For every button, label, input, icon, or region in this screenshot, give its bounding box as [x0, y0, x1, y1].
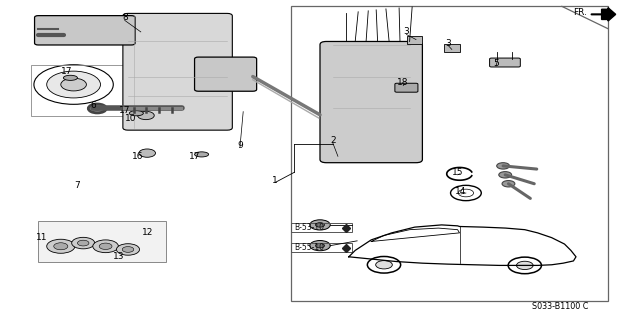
Text: S033-B1100 C: S033-B1100 C — [532, 302, 588, 311]
Bar — [31, 65, 145, 116]
Circle shape — [99, 243, 112, 249]
Circle shape — [47, 239, 75, 253]
Circle shape — [310, 241, 330, 251]
Text: 11: 11 — [36, 233, 47, 242]
Text: 5: 5 — [493, 59, 499, 68]
Text: 6: 6 — [90, 101, 95, 110]
Text: 17: 17 — [61, 67, 73, 76]
Text: 12: 12 — [141, 228, 153, 237]
Circle shape — [376, 261, 392, 269]
Text: 15: 15 — [452, 168, 463, 177]
Ellipse shape — [129, 111, 143, 116]
Bar — [38, 221, 166, 262]
Circle shape — [139, 149, 156, 157]
Text: 18: 18 — [397, 78, 409, 87]
Text: 14: 14 — [455, 187, 467, 196]
Text: 1: 1 — [273, 176, 278, 185]
Bar — [444, 44, 460, 52]
Circle shape — [61, 78, 86, 91]
Ellipse shape — [63, 75, 77, 80]
Circle shape — [47, 71, 100, 98]
Text: 16: 16 — [132, 152, 143, 161]
Circle shape — [93, 240, 118, 253]
FancyBboxPatch shape — [123, 13, 232, 130]
FancyBboxPatch shape — [195, 57, 257, 91]
Text: B-53-10: B-53-10 — [294, 223, 324, 232]
Text: 9: 9 — [237, 141, 243, 150]
Circle shape — [138, 111, 154, 120]
Text: 17: 17 — [189, 152, 201, 161]
FancyArrow shape — [602, 8, 616, 21]
Circle shape — [116, 244, 140, 255]
Text: 13: 13 — [113, 252, 124, 261]
Circle shape — [316, 243, 324, 248]
Bar — [291, 243, 352, 252]
Ellipse shape — [94, 107, 100, 110]
Circle shape — [77, 240, 89, 246]
FancyBboxPatch shape — [395, 83, 418, 92]
Text: 7: 7 — [74, 181, 79, 189]
Text: 10: 10 — [125, 114, 137, 122]
Circle shape — [502, 181, 515, 187]
FancyBboxPatch shape — [320, 41, 422, 163]
Bar — [291, 223, 352, 232]
FancyBboxPatch shape — [490, 58, 520, 67]
Text: FR.: FR. — [573, 8, 587, 17]
Text: 3: 3 — [445, 39, 451, 48]
Circle shape — [516, 261, 533, 270]
Text: B-55-10: B-55-10 — [294, 243, 324, 252]
Circle shape — [316, 223, 324, 227]
Circle shape — [54, 243, 68, 250]
FancyBboxPatch shape — [35, 16, 135, 45]
Bar — [291, 6, 608, 301]
Ellipse shape — [195, 152, 209, 157]
Ellipse shape — [88, 104, 106, 113]
Text: 3: 3 — [404, 27, 409, 36]
Text: 8: 8 — [122, 13, 127, 22]
Circle shape — [72, 237, 95, 249]
Text: 17: 17 — [119, 106, 131, 115]
Circle shape — [497, 163, 509, 169]
Circle shape — [122, 247, 134, 252]
Text: 2: 2 — [330, 136, 335, 145]
Circle shape — [499, 172, 511, 178]
Circle shape — [310, 220, 330, 230]
Bar — [407, 36, 422, 44]
